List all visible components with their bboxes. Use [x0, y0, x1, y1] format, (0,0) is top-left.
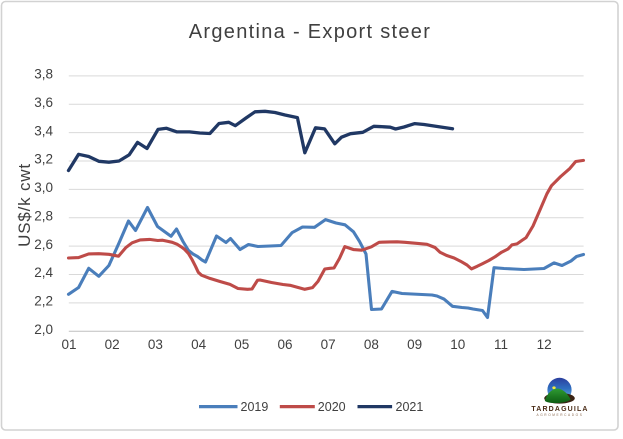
svg-text:2,0: 2,0: [34, 322, 53, 337]
svg-text:AGROMERCADOS: AGROMERCADOS: [536, 413, 583, 417]
svg-text:09: 09: [407, 337, 422, 352]
svg-text:08: 08: [364, 337, 379, 352]
svg-text:3,2: 3,2: [34, 152, 53, 167]
svg-text:07: 07: [321, 337, 336, 352]
svg-text:TARDAGUILA: TARDAGUILA: [531, 406, 588, 413]
svg-text:01: 01: [61, 337, 76, 352]
svg-text:2020: 2020: [318, 400, 346, 414]
svg-text:2021: 2021: [396, 400, 424, 414]
svg-text:US$/k cwt: US$/k cwt: [15, 163, 34, 247]
svg-text:2019: 2019: [241, 400, 269, 414]
svg-text:3,6: 3,6: [34, 95, 53, 110]
svg-text:04: 04: [191, 337, 207, 352]
svg-text:3,8: 3,8: [34, 67, 53, 82]
svg-text:2,2: 2,2: [34, 294, 53, 309]
svg-text:11: 11: [494, 337, 508, 352]
svg-text:06: 06: [277, 337, 292, 352]
svg-text:10: 10: [450, 337, 465, 352]
svg-text:2,8: 2,8: [34, 208, 53, 223]
svg-text:12: 12: [537, 337, 552, 352]
svg-text:Argentina - Export steer: Argentina - Export steer: [189, 21, 431, 43]
svg-text:3,0: 3,0: [34, 180, 53, 195]
svg-text:05: 05: [234, 337, 249, 352]
svg-text:2,4: 2,4: [34, 265, 53, 280]
svg-text:3,4: 3,4: [34, 123, 53, 138]
svg-text:02: 02: [105, 337, 120, 352]
svg-text:03: 03: [148, 337, 163, 352]
svg-text:2,6: 2,6: [34, 237, 53, 252]
